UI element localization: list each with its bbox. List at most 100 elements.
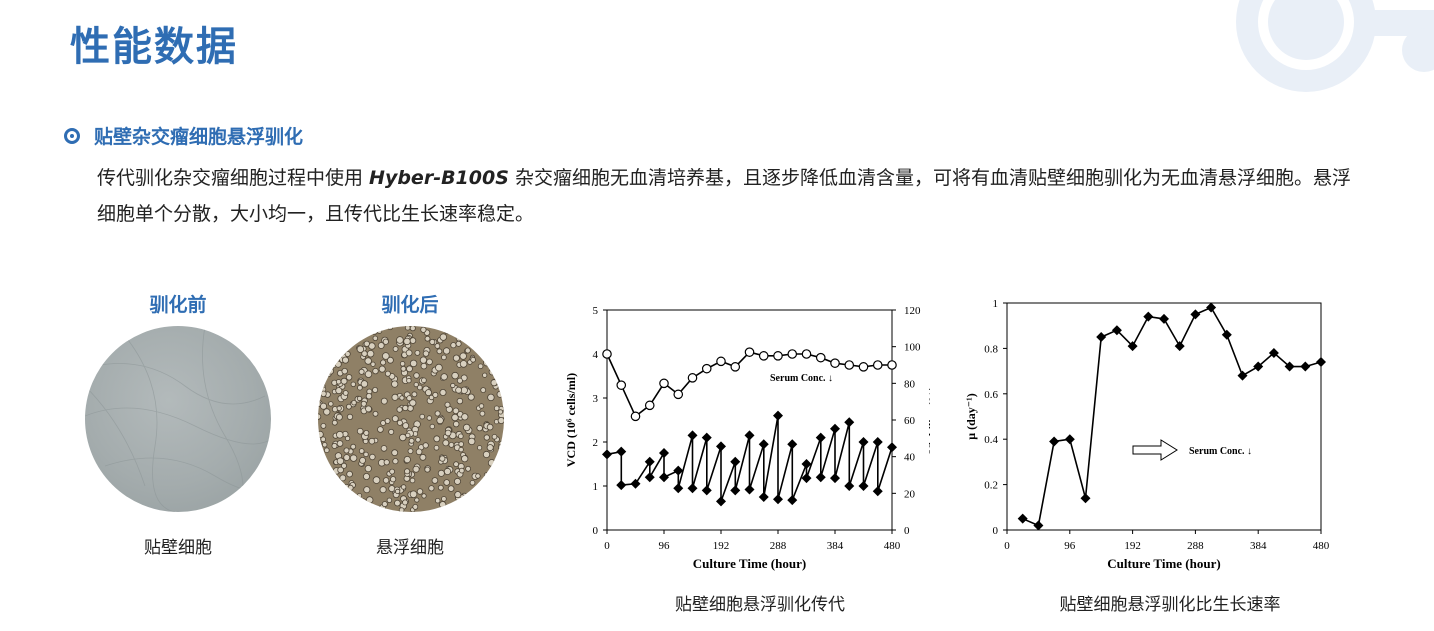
data-point — [1159, 313, 1169, 324]
y2-tick-label: 60 — [904, 415, 916, 427]
cell-dot — [417, 384, 423, 391]
cell-dot — [328, 326, 336, 331]
cell-dot — [450, 382, 456, 389]
data-point — [787, 439, 798, 450]
data-point — [830, 358, 840, 368]
data-point — [644, 400, 655, 411]
before-image-caption: 贴壁细胞 — [144, 538, 212, 558]
cell-dot — [320, 423, 327, 429]
desc-text-1: 传代驯化杂交瘤细胞过程中使用 — [97, 167, 370, 189]
data-point — [630, 411, 641, 422]
cell-dot — [382, 477, 390, 484]
data-point — [1284, 361, 1295, 372]
data-point — [1316, 357, 1326, 368]
cell-dot — [479, 410, 486, 417]
cell-dot — [380, 359, 387, 366]
cell-dot — [336, 405, 342, 411]
cell-dot — [383, 459, 390, 466]
cell-dot — [391, 415, 399, 422]
cell-dot — [413, 372, 420, 379]
cell-dot — [331, 336, 339, 344]
cell-dot — [419, 413, 425, 420]
y-tick-label: 0.4 — [984, 434, 998, 446]
cell-dot — [318, 401, 322, 408]
cell-dot — [343, 447, 350, 454]
x-tick-label: 96 — [1064, 540, 1076, 552]
cell-dot — [459, 360, 468, 368]
cell-dot — [428, 394, 435, 401]
cell-dot — [435, 363, 443, 372]
cell-dot — [409, 490, 418, 499]
cell-dot — [486, 501, 492, 507]
data-point — [616, 446, 627, 457]
cell-dot — [404, 468, 411, 475]
suspension-cells-image — [318, 326, 504, 512]
cell-dot — [319, 477, 326, 484]
cell-dot — [461, 413, 469, 421]
cell-dot — [372, 387, 379, 394]
cell-dot — [482, 450, 491, 459]
hollow-arrow-icon — [1132, 439, 1178, 461]
cell-dot — [360, 380, 369, 388]
cell-dot — [333, 334, 342, 342]
y-axis-label: VCD (10⁶ cells/ml) — [564, 373, 578, 467]
cell-dot — [335, 413, 343, 421]
cell-dot — [448, 442, 455, 448]
data-point — [1049, 436, 1060, 447]
cell-dot — [493, 470, 502, 479]
cell-dot — [459, 331, 466, 338]
cell-dot — [486, 355, 494, 363]
cell-dot — [420, 326, 427, 333]
cell-dot — [441, 354, 447, 361]
cell-dot — [321, 442, 328, 448]
cell-dot — [482, 372, 488, 378]
data-point — [1017, 513, 1028, 524]
data-point — [630, 478, 641, 489]
cell-dot — [380, 397, 388, 405]
cell-dot — [439, 389, 447, 397]
data-point — [659, 448, 669, 458]
cell-dot — [439, 455, 446, 462]
cell-dot — [414, 497, 420, 503]
cell-dot — [398, 507, 405, 512]
data-point — [815, 432, 826, 443]
cell-dot — [337, 466, 344, 474]
data-point — [687, 373, 698, 383]
x-tick-label: 384 — [827, 540, 844, 552]
data-point — [701, 363, 712, 374]
data-point — [1300, 361, 1311, 372]
y-tick-label: 0 — [993, 525, 999, 537]
cell-dot — [349, 454, 358, 462]
cell-dot — [328, 401, 334, 407]
cell-dot — [365, 405, 372, 413]
data-point — [659, 472, 669, 483]
cell-dot — [339, 489, 346, 496]
cell-dot — [336, 457, 345, 465]
cell-dot — [476, 486, 484, 494]
cell-dot — [344, 493, 351, 501]
cell-dot — [497, 409, 504, 415]
cell-dot — [462, 423, 471, 432]
data-point — [716, 441, 726, 452]
cell-dot — [444, 429, 452, 437]
cell-dot — [475, 473, 481, 479]
x-tick-label: 192 — [1124, 540, 1141, 552]
annotation-label: Serum Conc. ↓ — [1189, 446, 1252, 457]
cell-dot — [357, 384, 363, 391]
cell-dot — [329, 486, 336, 493]
cell-dot — [338, 493, 345, 500]
cell-dot — [335, 387, 343, 395]
cell-dot — [358, 368, 365, 375]
cell-dot — [330, 353, 337, 360]
cell-dot — [363, 340, 370, 347]
cell-dot — [461, 455, 469, 463]
cell-dot — [440, 373, 448, 381]
cell-dot — [366, 496, 374, 504]
cell-dot — [470, 356, 476, 363]
cell-dot — [329, 343, 335, 350]
cell-dot — [377, 342, 385, 349]
cell-dot — [490, 379, 498, 387]
cell-dot — [384, 370, 391, 377]
data-point — [758, 351, 769, 361]
cell-dot — [363, 451, 369, 458]
